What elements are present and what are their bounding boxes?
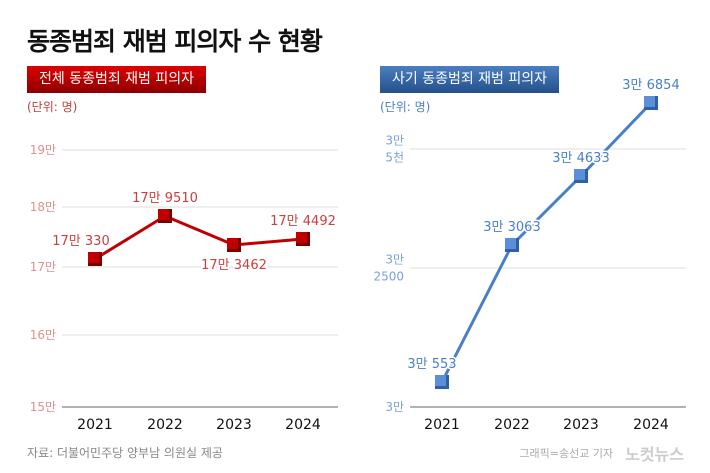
data-point-highlight: [435, 375, 446, 386]
page-title: 동종범죄 재범 피의자 수 현황: [27, 27, 323, 56]
data-label: 17만 4492: [270, 214, 336, 229]
data-point-highlight: [296, 232, 307, 243]
y-tick-label: 19만: [30, 143, 56, 157]
x-tick-label: 2021: [424, 417, 460, 433]
source-note: 자료: 더불어민주당 양부남 의원실 제공: [27, 446, 223, 460]
data-label: 17만 330: [52, 234, 109, 249]
data-label: 17만 3462: [201, 258, 267, 273]
data-point-highlight: [227, 238, 238, 249]
y-tick-label: 16만: [30, 328, 56, 342]
x-tick-label: 2024: [285, 417, 321, 433]
data-label: 3만 4633: [552, 151, 609, 166]
data-label: 3만 6854: [622, 78, 679, 93]
series-line: [94, 214, 304, 261]
y-tick-label: 3만: [385, 134, 404, 148]
x-tick-label: 2022: [494, 417, 530, 433]
y-tick-label: 3만: [385, 400, 404, 414]
data-point-highlight: [88, 252, 99, 263]
logo: 노컷뉴스: [625, 445, 684, 464]
x-tick-label: 2024: [633, 417, 669, 433]
y-tick-label: 2500: [373, 270, 404, 284]
x-tick-label: 2023: [216, 417, 252, 433]
chart-title-fraud: 사기 동종범죄 재범 피의자: [380, 66, 560, 93]
unit-label-total: (단위: 명): [27, 100, 78, 114]
footer-credit: 그래픽=송선교 기자 노컷뉴스: [519, 441, 684, 465]
y-tick-label: 5천: [385, 150, 404, 165]
data-point-highlight: [505, 238, 516, 249]
series-line: [440, 101, 653, 383]
x-tick-label: 2023: [563, 417, 599, 433]
x-tick-label: 2021: [77, 417, 113, 433]
data-label: 17만 9510: [132, 191, 198, 206]
unit-label-fraud: (단위: 명): [380, 100, 431, 114]
data-point-highlight: [644, 96, 655, 107]
data-point-highlight: [574, 169, 585, 180]
x-tick-label: 2022: [147, 417, 183, 433]
y-tick-label: 3만: [385, 253, 404, 267]
chart-title-total: 전체 동종범죄 재범 피의자: [27, 66, 207, 93]
data-label: 3만 553: [407, 357, 456, 372]
y-tick-label: 18만: [30, 200, 56, 214]
graphic-credit: 그래픽=송선교 기자: [519, 447, 614, 460]
data-label: 3만 3063: [483, 220, 540, 235]
y-tick-label: 15만: [30, 400, 56, 414]
y-tick-label: 17만: [30, 260, 56, 274]
data-point-highlight: [158, 209, 169, 220]
